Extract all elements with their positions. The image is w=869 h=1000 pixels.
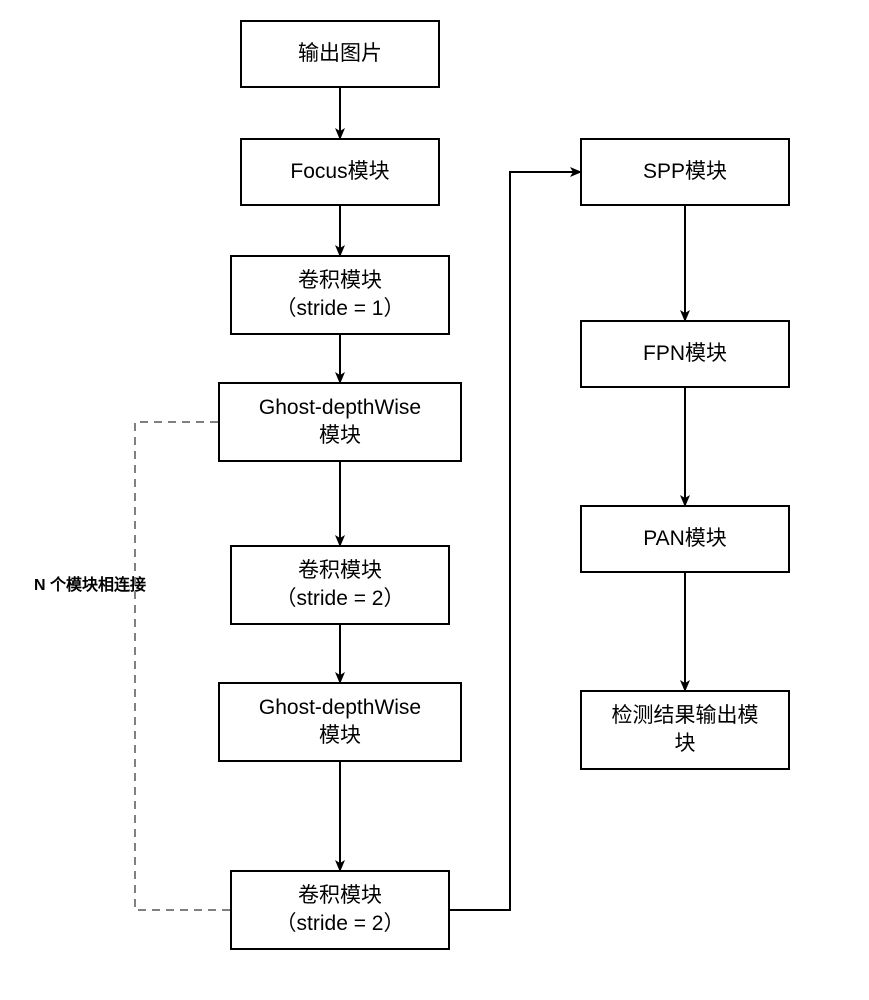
node-spp-module: SPP模块 bbox=[580, 138, 790, 206]
node-fpn-module: FPN模块 bbox=[580, 320, 790, 388]
node-focus-module: Focus模块 bbox=[240, 138, 440, 206]
node-detect-output: 检测结果输出模块 bbox=[580, 690, 790, 770]
node-conv-stride2-b: 卷积模块（stride = 2） bbox=[230, 870, 450, 950]
annotation-n-modules: N 个模块相连接 bbox=[20, 575, 160, 597]
node-conv-stride1: 卷积模块（stride = 1） bbox=[230, 255, 450, 335]
node-ghost-dw-2: Ghost-depthWise模块 bbox=[218, 682, 462, 762]
node-conv-stride2-a: 卷积模块（stride = 2） bbox=[230, 545, 450, 625]
node-ghost-dw-1: Ghost-depthWise模块 bbox=[218, 382, 462, 462]
node-output-image: 输出图片 bbox=[240, 20, 440, 88]
node-pan-module: PAN模块 bbox=[580, 505, 790, 573]
